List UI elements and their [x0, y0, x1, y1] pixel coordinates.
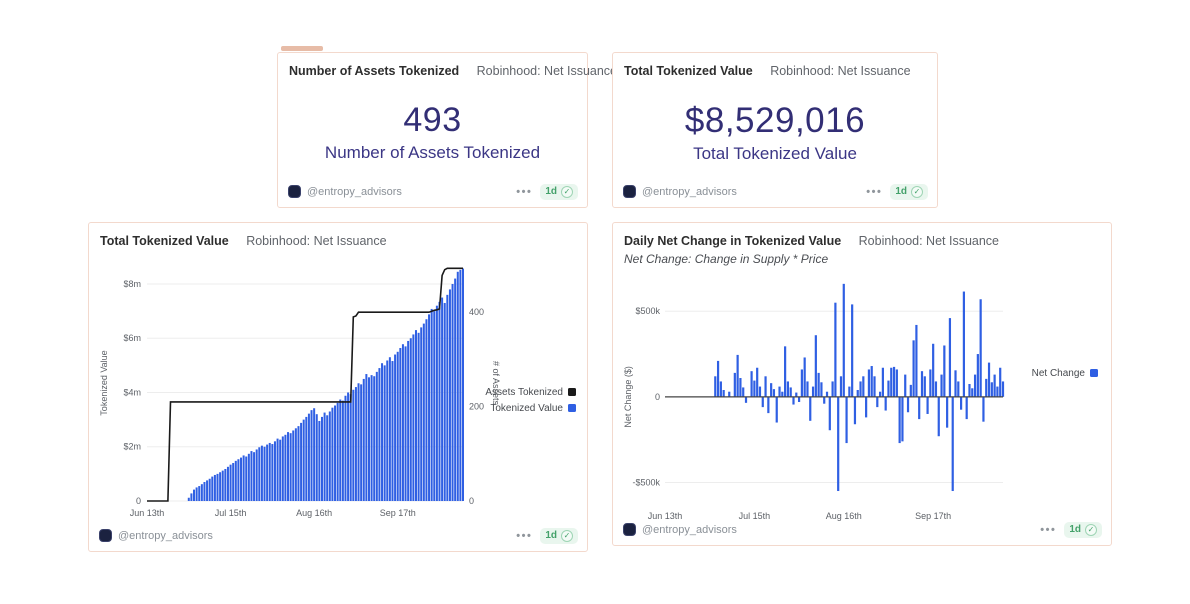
svg-text:Net Change: Net Change	[1032, 368, 1086, 379]
svg-text:Sep 17th: Sep 17th	[915, 511, 951, 521]
panel-footer: @entropy_advisors ••• 1d ✓	[623, 183, 928, 200]
svg-text:Sep 17th: Sep 17th	[380, 508, 416, 518]
chart-subtitle: Net Change: Change in Supply * Price	[624, 252, 829, 266]
age-text: 1d	[545, 186, 557, 197]
age-badge: 1d ✓	[890, 183, 928, 200]
panel-header: Number of Assets Tokenized Robinhood: Ne…	[278, 53, 617, 80]
svg-text:$6m: $6m	[123, 333, 141, 343]
panel-header: Total Tokenized Value Robinhood: Net Iss…	[613, 53, 937, 80]
panel-title: Number of Assets Tokenized	[289, 64, 460, 78]
svg-text:Tokenized Value: Tokenized Value	[490, 403, 563, 414]
svg-text:Jul 15th: Jul 15th	[215, 508, 247, 518]
panel-footer: @entropy_advisors ••• 1d ✓	[623, 521, 1102, 538]
avatar[interactable]	[288, 185, 301, 198]
avatar[interactable]	[623, 185, 636, 198]
account-handle[interactable]: @entropy_advisors	[118, 529, 213, 542]
svg-text:Aug 16th: Aug 16th	[826, 511, 862, 521]
svg-text:Assets Tokenized: Assets Tokenized	[485, 387, 563, 398]
panel-source: Robinhood: Net Issuance	[770, 64, 911, 78]
age-text: 1d	[545, 530, 557, 541]
kpi-value: $8,529,016	[684, 100, 866, 140]
kpi-body: 493 Number of Assets Tokenized	[278, 87, 587, 177]
age-badge: 1d ✓	[540, 527, 578, 544]
age-badge: 1d ✓	[1064, 521, 1102, 538]
svg-text:# of Assets: # of Assets	[491, 361, 501, 406]
svg-text:Jun 13th: Jun 13th	[130, 508, 165, 518]
check-icon: ✓	[1085, 523, 1097, 536]
panel-title: Total Tokenized Value	[100, 234, 229, 248]
account-handle[interactable]: @entropy_advisors	[307, 185, 402, 198]
chart-panel-net-change: Daily Net Change in Tokenized Value Robi…	[612, 222, 1112, 546]
svg-text:Net Change ($): Net Change ($)	[623, 366, 633, 428]
panel-source: Robinhood: Net Issuance	[858, 234, 1000, 248]
overflow-menu-button[interactable]: •••	[1040, 523, 1057, 536]
corner-tab	[281, 46, 323, 51]
check-icon: ✓	[561, 529, 573, 542]
svg-text:0: 0	[136, 496, 141, 506]
avatar[interactable]	[99, 529, 112, 542]
panel-header: Total Tokenized Value Robinhood: Net Iss…	[89, 223, 587, 250]
age-badge: 1d ✓	[540, 183, 578, 200]
account-handle[interactable]: @entropy_advisors	[642, 185, 737, 198]
svg-text:Aug 16th: Aug 16th	[296, 508, 332, 518]
svg-text:$2m: $2m	[123, 442, 141, 452]
account-handle[interactable]: @entropy_advisors	[642, 523, 737, 536]
svg-text:Tokenized Value: Tokenized Value	[99, 350, 109, 415]
panel-source: Robinhood: Net Issuance	[476, 64, 618, 78]
overflow-menu-button[interactable]: •••	[516, 185, 533, 198]
age-text: 1d	[1069, 524, 1081, 535]
kpi-value: 493	[403, 101, 462, 139]
svg-text:-$500k: -$500k	[632, 477, 660, 487]
panel-header: Daily Net Change in Tokenized Value Robi…	[613, 223, 1111, 250]
check-icon: ✓	[911, 185, 923, 198]
kpi-label: Total Tokenized Value	[693, 143, 857, 163]
net-change-chart[interactable]: $500k 0 -$500k Net Change ($) Jun 13th Jul 15…	[619, 271, 1105, 525]
panel-footer: @entropy_advisors ••• 1d ✓	[99, 527, 578, 544]
age-text: 1d	[895, 186, 907, 197]
svg-text:$8m: $8m	[123, 279, 141, 289]
kpi-panel-number-of-assets: Number of Assets Tokenized Robinhood: Ne…	[277, 52, 617, 208]
svg-text:0: 0	[655, 392, 660, 402]
svg-text:$4m: $4m	[123, 387, 141, 397]
panel-source: Robinhood: Net Issuance	[246, 234, 387, 248]
svg-text:0: 0	[469, 496, 474, 506]
svg-text:$500k: $500k	[635, 306, 660, 316]
kpi-label: Number of Assets Tokenized	[324, 143, 541, 162]
avatar[interactable]	[623, 523, 636, 536]
chart-panel-total-value: Total Tokenized Value Robinhood: Net Iss…	[88, 222, 588, 552]
overflow-menu-button[interactable]: •••	[866, 185, 883, 198]
panel-title: Daily Net Change in Tokenized Value	[624, 234, 842, 248]
kpi-panel-total-value: Total Tokenized Value Robinhood: Net Iss…	[612, 52, 938, 208]
panel-footer: @entropy_advisors ••• 1d ✓	[288, 183, 578, 200]
kpi-body: $8,529,016 Total Tokenized Value	[613, 87, 937, 177]
overflow-menu-button[interactable]: •••	[516, 529, 533, 542]
svg-text:400: 400	[469, 307, 484, 317]
svg-text:200: 200	[469, 402, 484, 412]
panel-title: Total Tokenized Value	[624, 64, 753, 78]
check-icon: ✓	[561, 185, 573, 198]
svg-text:Jun 13th: Jun 13th	[648, 511, 683, 521]
svg-text:Jul 15th: Jul 15th	[739, 511, 771, 521]
